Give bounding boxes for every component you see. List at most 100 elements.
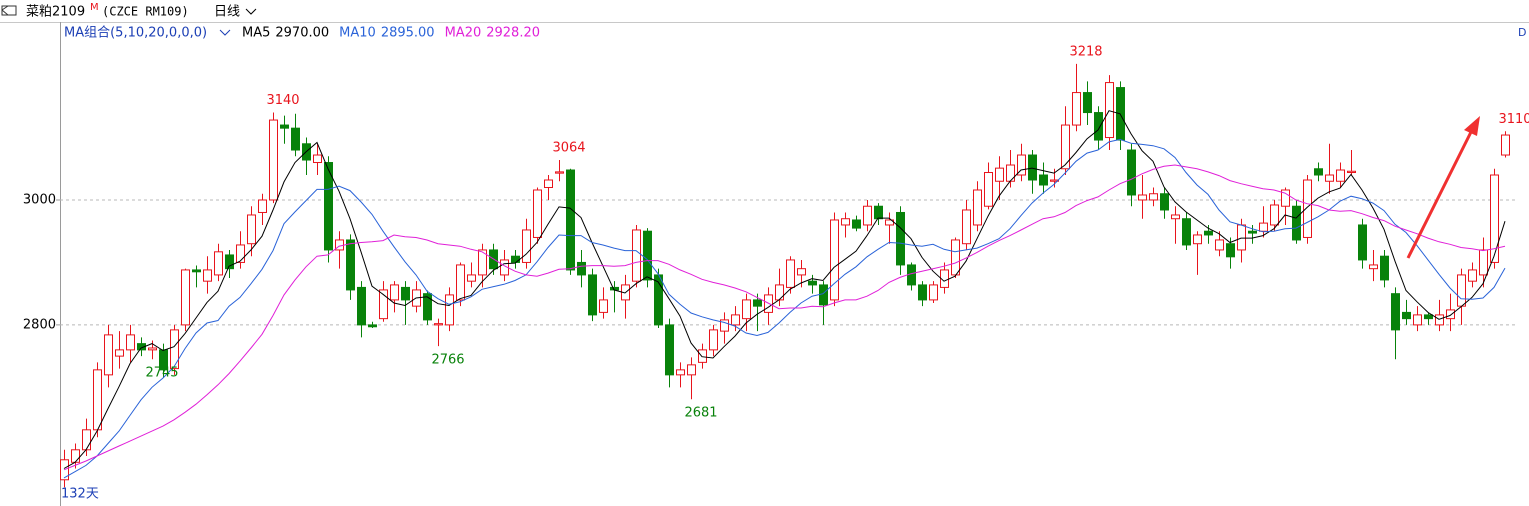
candle-body [203, 269, 212, 282]
extreme-label: 2745 [145, 366, 178, 381]
candle-body [1105, 82, 1114, 139]
candle-body [192, 269, 201, 273]
candle-body [720, 319, 729, 332]
symbol-mark: M [90, 2, 99, 13]
candle-body [599, 299, 608, 313]
trend-arrow [1406, 116, 1480, 259]
candle-body [401, 286, 410, 301]
legend-value: 2970.00 [275, 26, 329, 41]
candle-body [291, 127, 300, 151]
candle-body [1270, 204, 1279, 226]
candle-body [280, 124, 289, 129]
candle-body [742, 299, 751, 320]
candle-body [1347, 170, 1356, 174]
period-chevron[interactable] [245, 8, 257, 15]
candle-body [533, 189, 542, 238]
candle-body [1149, 193, 1158, 201]
y-tick-label: 2800 [23, 317, 56, 332]
candle-body [1138, 194, 1147, 201]
extreme-label: 3110 [1498, 112, 1529, 127]
contract-code: (CZCE RM109) [102, 5, 189, 19]
candle-body [115, 349, 124, 357]
period-selector[interactable]: 日线 [214, 5, 240, 20]
candle-body [973, 189, 982, 226]
window-icon-arrow [1, 5, 9, 16]
candle-body [1402, 311, 1411, 320]
candle-body [1501, 134, 1510, 156]
indicator-chevron[interactable] [219, 29, 231, 36]
candle-body [1413, 314, 1422, 326]
candle-body [1314, 168, 1323, 176]
candle-body [478, 249, 487, 276]
candle-body [863, 205, 872, 226]
candle-body [1479, 249, 1488, 276]
extreme-label: 2681 [684, 406, 717, 421]
candle-body [1039, 174, 1048, 186]
candle-body [1435, 314, 1444, 326]
candle-body [390, 284, 399, 301]
legend-name: MA10 [339, 26, 376, 41]
candle-body [577, 261, 586, 276]
candle-body [467, 274, 476, 282]
candle-body [522, 229, 531, 263]
plot-area: 2800 3000 3140 2766 3064 2681 3218 2745 3110 [23, 44, 1529, 488]
corner-label: D [1518, 26, 1526, 39]
candle-body [511, 255, 520, 263]
candle-body [1182, 218, 1191, 246]
candle-body [753, 299, 762, 307]
ma-line [63, 164, 1506, 471]
candle-body [566, 169, 575, 271]
candle-body [1424, 314, 1433, 320]
candle-body [148, 347, 157, 351]
candle-body [1468, 269, 1477, 282]
candle-body [731, 314, 740, 326]
extreme-label: 3140 [266, 93, 299, 108]
candle-body [797, 268, 806, 276]
candle-body [1446, 309, 1455, 320]
candle-body [1369, 264, 1378, 270]
candle-body [1391, 293, 1400, 331]
candle-body [1028, 154, 1037, 181]
legend-name: MA5 [242, 26, 270, 41]
candle-body [236, 244, 245, 263]
indicator-selector[interactable]: MA组合(5,10,20,0,0,0) [64, 26, 207, 41]
candle-body [137, 343, 146, 351]
candle-body [181, 269, 190, 326]
candle-body [1380, 255, 1389, 281]
arrow-shaft [1406, 129, 1474, 259]
toolbar: 菜粕2109 M (CZCE RM109) 日线 [1, 2, 257, 20]
candle-body [698, 349, 707, 363]
candle-body [1281, 189, 1290, 207]
candle-body [1094, 112, 1103, 141]
ma-line [63, 138, 1506, 479]
candle-body [1083, 92, 1092, 114]
candle-body [1358, 224, 1367, 261]
candle-body [1127, 149, 1136, 196]
candle-body [1160, 193, 1169, 211]
candle-body [1292, 205, 1301, 241]
candle-body [1457, 274, 1466, 307]
candle-body [1061, 124, 1070, 170]
candle-body [104, 334, 113, 376]
candle-body [214, 251, 223, 276]
extreme-label: 3064 [552, 141, 585, 156]
candle-body [313, 154, 322, 164]
candle-body [1171, 214, 1180, 220]
candle-body [247, 214, 256, 245]
candle-body [258, 199, 267, 213]
extreme-label: 2766 [431, 353, 464, 368]
candle-body [1017, 154, 1026, 176]
symbol: 菜粕2109 [26, 5, 85, 20]
candle-body [841, 218, 850, 226]
candle-body [225, 254, 234, 270]
candle-body [1193, 234, 1202, 245]
candle-body [929, 284, 938, 301]
candle-body [874, 205, 883, 220]
candle-body [1050, 179, 1059, 182]
candle-body [896, 211, 905, 266]
candle-body [1248, 230, 1257, 234]
candle-body [423, 293, 432, 321]
candle-body [544, 179, 553, 188]
legend-name: MA20 [445, 26, 482, 41]
